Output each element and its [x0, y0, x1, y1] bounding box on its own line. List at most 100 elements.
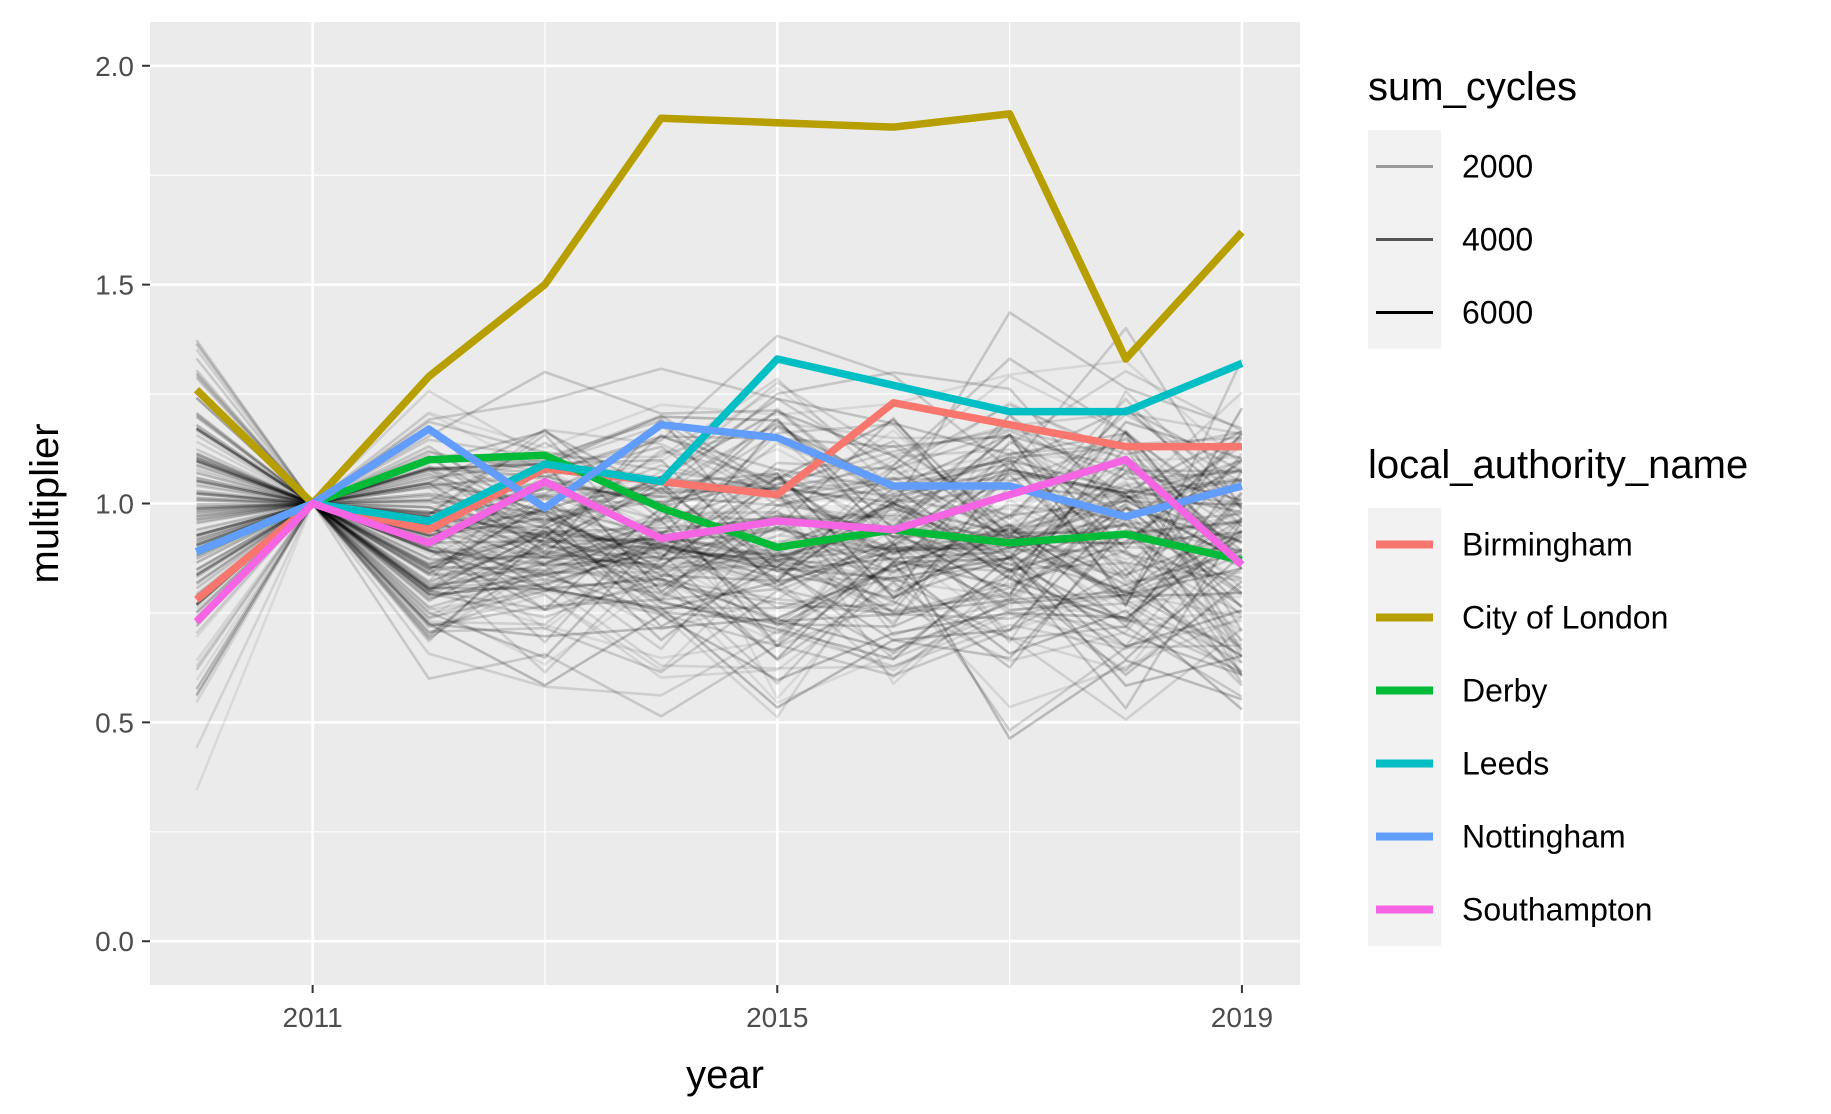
- background-authority-line: [196, 417, 1243, 577]
- y-tick-label: 0.0: [95, 926, 134, 957]
- background-authority-line: [196, 502, 1243, 718]
- series-line-leeds: [195, 355, 1244, 556]
- background-authority-line: [196, 458, 1243, 571]
- background-authority-line: [196, 438, 1243, 625]
- background-authority-line: [195, 433, 1243, 601]
- background-authority-line: [195, 502, 1243, 651]
- background-authority-line: [195, 431, 1244, 703]
- background-authority-line: [195, 502, 1243, 671]
- background-authority-line: [196, 479, 1243, 568]
- background-authority-line: [196, 502, 1243, 740]
- highlighted-series: [193, 110, 1245, 625]
- background-authority-line: [195, 432, 1243, 628]
- background-authority-line: [196, 502, 1242, 632]
- background-authority-line: [196, 458, 1243, 628]
- background-authority-line: [195, 459, 1243, 603]
- background-authority-line: [196, 502, 1244, 710]
- y-tick-label: 0.5: [95, 707, 134, 738]
- background-authority-line: [196, 422, 1243, 515]
- legend-label: Southampton: [1462, 892, 1652, 928]
- background-authority-line: [196, 459, 1242, 732]
- background-authority-line: [195, 411, 1243, 599]
- background-authority-line: [195, 492, 1243, 585]
- background-authority-line: [195, 502, 1243, 641]
- background-authority-line: [196, 359, 1243, 535]
- legend-title: sum_cycles: [1368, 65, 1577, 109]
- background-authority-line: [195, 502, 1243, 697]
- background-authority-line: [195, 374, 1243, 644]
- legend-key-background: [1368, 508, 1441, 946]
- background-authority-line: [195, 419, 1243, 580]
- background-authority-line: [195, 502, 1243, 658]
- background-authority-line: [195, 472, 1243, 606]
- background-authority-line: [195, 481, 1243, 660]
- background-authority-line: [196, 367, 1243, 505]
- background-authority-line: [195, 465, 1243, 579]
- background-authority-line: [195, 502, 1243, 704]
- background-authority-line: [195, 407, 1243, 539]
- series-line-southampton: [193, 455, 1245, 625]
- background-authority-line: [195, 502, 1243, 674]
- y-axis-title: multiplier: [23, 423, 67, 583]
- background-authority-line: [195, 479, 1243, 666]
- background-authority-line: [195, 397, 1243, 614]
- legend-label: Nottingham: [1462, 819, 1626, 855]
- background-authority-line: [196, 437, 1243, 574]
- legend-label: Leeds: [1462, 746, 1549, 782]
- background-authority-line: [196, 466, 1243, 633]
- background-authority-line: [195, 502, 1243, 709]
- background-authority-line: [195, 502, 1243, 711]
- y-tick-label: 1.0: [95, 489, 134, 520]
- background-authority-line: [196, 375, 1244, 654]
- background-authority-line: [195, 502, 1243, 709]
- legend-label: 6000: [1462, 295, 1533, 331]
- background-authority-line: [195, 414, 1243, 598]
- x-tick-label: 2015: [746, 1002, 808, 1033]
- background-authority-line: [195, 502, 1243, 719]
- background-authority-line: [195, 502, 1243, 672]
- background-authority-line: [196, 456, 1243, 627]
- x-tick-label: 2011: [283, 1002, 343, 1033]
- background-authority-line: [196, 456, 1243, 721]
- background-authority-line: [195, 502, 1243, 627]
- background-authority-line: [196, 491, 1243, 672]
- series-line-nottingham: [195, 420, 1243, 556]
- background-authority-line: [195, 396, 1243, 669]
- background-authority-line: [196, 501, 1243, 673]
- x-axis-title: year: [686, 1053, 764, 1097]
- series-line-birmingham: [194, 399, 1242, 603]
- background-authority-line: [195, 496, 1243, 697]
- legend-label: City of London: [1462, 600, 1668, 636]
- background-authority-line: [196, 446, 1243, 632]
- background-authority-line: [196, 502, 1243, 687]
- background-authority-line: [195, 453, 1243, 660]
- legend-title: local_authority_name: [1368, 443, 1748, 487]
- background-authority-line: [196, 470, 1243, 609]
- legend-label: Birmingham: [1462, 527, 1633, 563]
- background-authority-line: [195, 502, 1243, 677]
- background-authority-line: [195, 502, 1243, 698]
- background-authority-line: [196, 426, 1243, 528]
- background-authority-line: [196, 502, 1243, 615]
- background-authority-line: [196, 502, 1243, 621]
- axes: 0.0 0.5 1.0 1.5 2.0 2011 2015 2019: [95, 51, 1273, 1033]
- background-authority-line: [195, 451, 1243, 604]
- background-authority-line: [195, 502, 1243, 648]
- legends: sum_cycles 2000 4000 6000 local_authority_na…: [1368, 65, 1748, 946]
- background-authority-line: [195, 502, 1243, 690]
- background-authority-line: [195, 485, 1243, 684]
- background-authority-line: [195, 502, 1243, 749]
- series-line-city-of-london: [193, 110, 1245, 508]
- background-authority-line: [196, 468, 1243, 555]
- legend-label: 4000: [1462, 222, 1533, 258]
- legend-label: 2000: [1462, 149, 1533, 185]
- background-authority-line: [195, 371, 1243, 523]
- y-tick-label: 2.0: [95, 51, 134, 82]
- background-authority-line: [195, 390, 1243, 612]
- background-authority-line: [196, 459, 1243, 648]
- background-authority-line: [196, 463, 1243, 579]
- background-authority-line: [195, 488, 1243, 620]
- background-authority-line: [196, 471, 1243, 637]
- background-authority-line: [195, 410, 1243, 608]
